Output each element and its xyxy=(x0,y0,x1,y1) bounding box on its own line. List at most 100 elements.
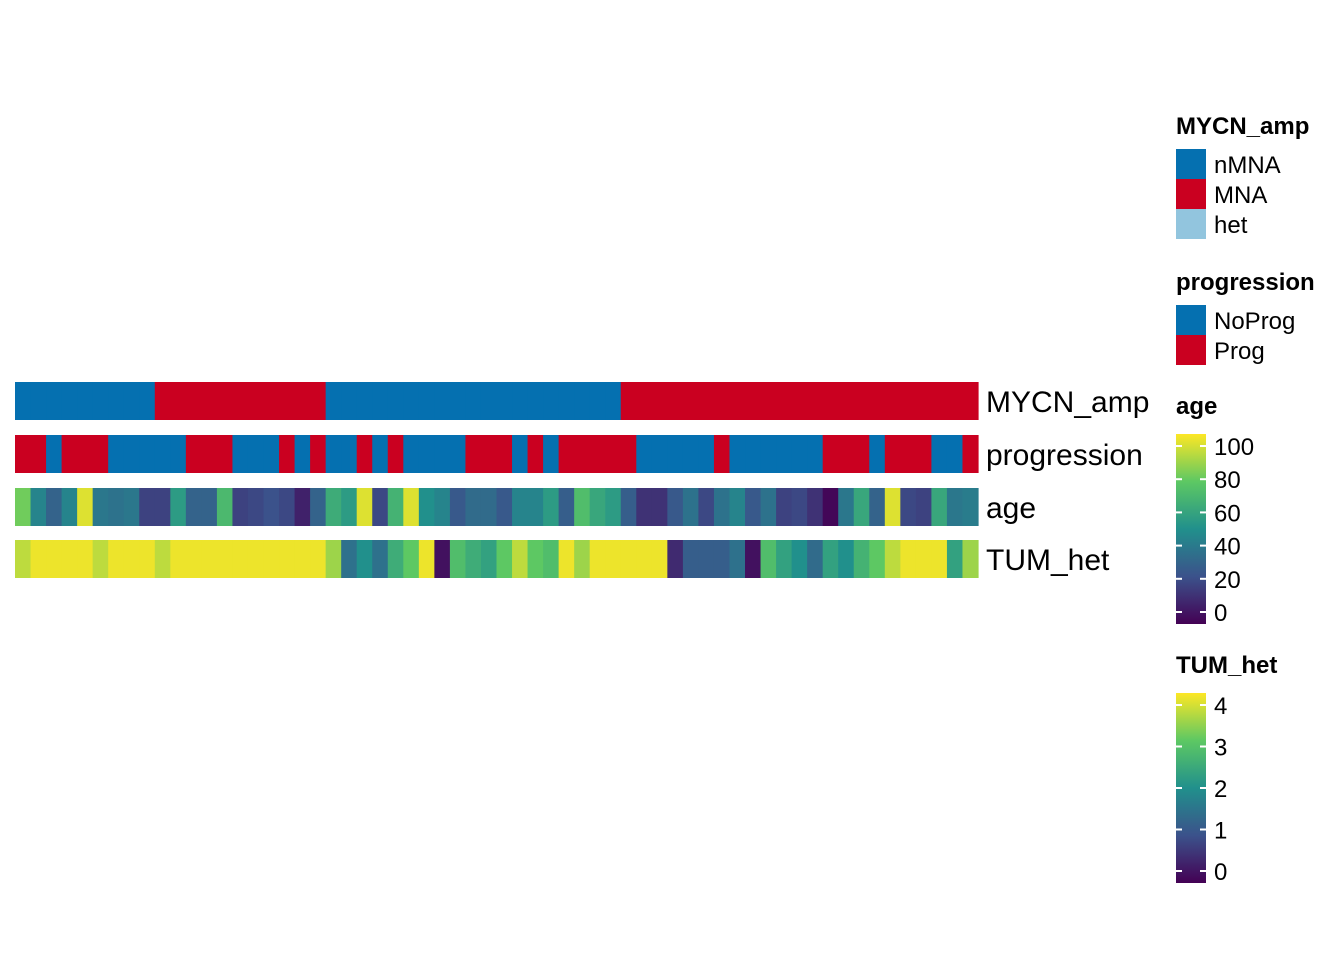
cell-progression-56 xyxy=(869,435,886,473)
cell-progression-19 xyxy=(294,435,311,473)
cell-age-44 xyxy=(682,488,700,526)
cell-age-4 xyxy=(61,488,78,526)
cell-TUM_het-40 xyxy=(620,540,637,578)
cell-progression-54 xyxy=(838,435,855,473)
cell-TUM_het-45 xyxy=(698,540,715,578)
cell-MYCN_amp-7 xyxy=(108,382,125,420)
legend-panel: MYCN_amp nMNA MNA het progression NoProg Prog a… xyxy=(1176,113,1315,886)
cell-MYCN_amp-60 xyxy=(931,382,948,420)
legend-label-NoProg: NoProg xyxy=(1214,308,1295,335)
cell-TUM_het-61 xyxy=(946,540,964,578)
cell-age-17 xyxy=(263,488,280,526)
cell-MYCN_amp-10 xyxy=(154,382,171,420)
cell-age-9 xyxy=(139,488,156,526)
cell-TUM_het-54 xyxy=(838,540,855,578)
cell-progression-24 xyxy=(372,435,389,473)
cell-TUM_het-29 xyxy=(449,540,467,578)
cell-MYCN_amp-13 xyxy=(201,382,218,420)
cell-age-16 xyxy=(247,488,265,526)
cell-MYCN_amp-19 xyxy=(294,382,311,420)
cell-MYCN_amp-8 xyxy=(123,382,140,420)
cell-progression-9 xyxy=(139,435,156,473)
legend-MYCN_amp: MYCN_amp nMNA MNA het xyxy=(1176,113,1309,239)
cell-TUM_het-25 xyxy=(387,540,404,578)
cell-MYCN_amp-38 xyxy=(589,382,606,420)
cell-progression-14 xyxy=(216,435,234,473)
cell-age-45 xyxy=(698,488,715,526)
cell-progression-13 xyxy=(201,435,218,473)
legend-swatch-NoProg xyxy=(1176,305,1206,335)
cell-progression-30 xyxy=(465,435,482,473)
cell-TUM_het-50 xyxy=(776,540,793,578)
cell-progression-25 xyxy=(387,435,404,473)
cell-progression-62 xyxy=(962,435,979,473)
cell-TUM_het-41 xyxy=(636,540,653,578)
cell-MYCN_amp-26 xyxy=(403,382,420,420)
cell-TUM_het-17 xyxy=(263,540,280,578)
cell-MYCN_amp-12 xyxy=(185,382,202,420)
cell-MYCN_amp-50 xyxy=(776,382,793,420)
cell-TUM_het-12 xyxy=(185,540,202,578)
legend-tick-label-age-0: 0 xyxy=(1214,600,1227,627)
legend-label-Prog: Prog xyxy=(1214,338,1265,365)
track-label-age: age xyxy=(986,492,1036,525)
cell-progression-50 xyxy=(776,435,793,473)
cell-age-55 xyxy=(853,488,870,526)
cell-TUM_het-35 xyxy=(543,540,560,578)
cell-age-12 xyxy=(185,488,202,526)
cell-MYCN_amp-47 xyxy=(729,382,746,420)
cell-age-18 xyxy=(279,488,296,526)
track-progression: progression xyxy=(15,435,1143,473)
cell-progression-3 xyxy=(46,435,63,473)
legend-title-progression: progression xyxy=(1176,269,1315,296)
cell-MYCN_amp-53 xyxy=(822,382,839,420)
cell-TUM_het-9 xyxy=(139,540,156,578)
cell-progression-46 xyxy=(713,435,731,473)
cell-MYCN_amp-34 xyxy=(527,382,544,420)
cell-progression-55 xyxy=(853,435,870,473)
cell-TUM_het-31 xyxy=(480,540,498,578)
cell-TUM_het-52 xyxy=(807,540,824,578)
cell-age-1 xyxy=(15,488,32,526)
cell-MYCN_amp-48 xyxy=(745,382,762,420)
cell-progression-21 xyxy=(325,435,342,473)
cell-progression-4 xyxy=(61,435,78,473)
annotation-tracks: MYCN_amp progression age TUM_het xyxy=(15,382,1149,578)
cell-TUM_het-1 xyxy=(15,540,32,578)
cell-MYCN_amp-35 xyxy=(543,382,560,420)
cell-TUM_het-23 xyxy=(356,540,373,578)
cell-TUM_het-56 xyxy=(869,540,886,578)
cell-MYCN_amp-27 xyxy=(418,382,435,420)
cell-TUM_het-62 xyxy=(962,540,979,578)
cell-age-7 xyxy=(108,488,125,526)
cell-MYCN_amp-11 xyxy=(170,382,187,420)
legend-tick-label-TUM_het-0: 0 xyxy=(1214,859,1227,886)
cell-progression-23 xyxy=(356,435,373,473)
cell-progression-58 xyxy=(900,435,917,473)
cell-age-57 xyxy=(884,488,901,526)
cell-TUM_het-28 xyxy=(434,540,451,578)
cell-TUM_het-59 xyxy=(915,540,932,578)
cell-age-59 xyxy=(915,488,932,526)
cell-MYCN_amp-1 xyxy=(15,382,32,420)
legend-label-nMNA: nMNA xyxy=(1214,152,1281,179)
legend-tick-label-age-40: 40 xyxy=(1214,534,1241,561)
cell-TUM_het-4 xyxy=(61,540,78,578)
cell-age-58 xyxy=(900,488,917,526)
cell-age-51 xyxy=(791,488,808,526)
cell-progression-53 xyxy=(822,435,839,473)
cell-MYCN_amp-41 xyxy=(636,382,653,420)
cell-progression-5 xyxy=(77,435,94,473)
cell-progression-15 xyxy=(232,435,249,473)
cell-progression-11 xyxy=(170,435,187,473)
cell-progression-12 xyxy=(185,435,202,473)
cell-TUM_het-21 xyxy=(325,540,342,578)
cell-age-42 xyxy=(651,488,668,526)
cell-age-2 xyxy=(30,488,47,526)
cell-age-34 xyxy=(527,488,544,526)
cell-progression-37 xyxy=(574,435,591,473)
track-MYCN_amp: MYCN_amp xyxy=(15,382,1149,420)
cell-progression-10 xyxy=(154,435,171,473)
cell-MYCN_amp-18 xyxy=(279,382,296,420)
